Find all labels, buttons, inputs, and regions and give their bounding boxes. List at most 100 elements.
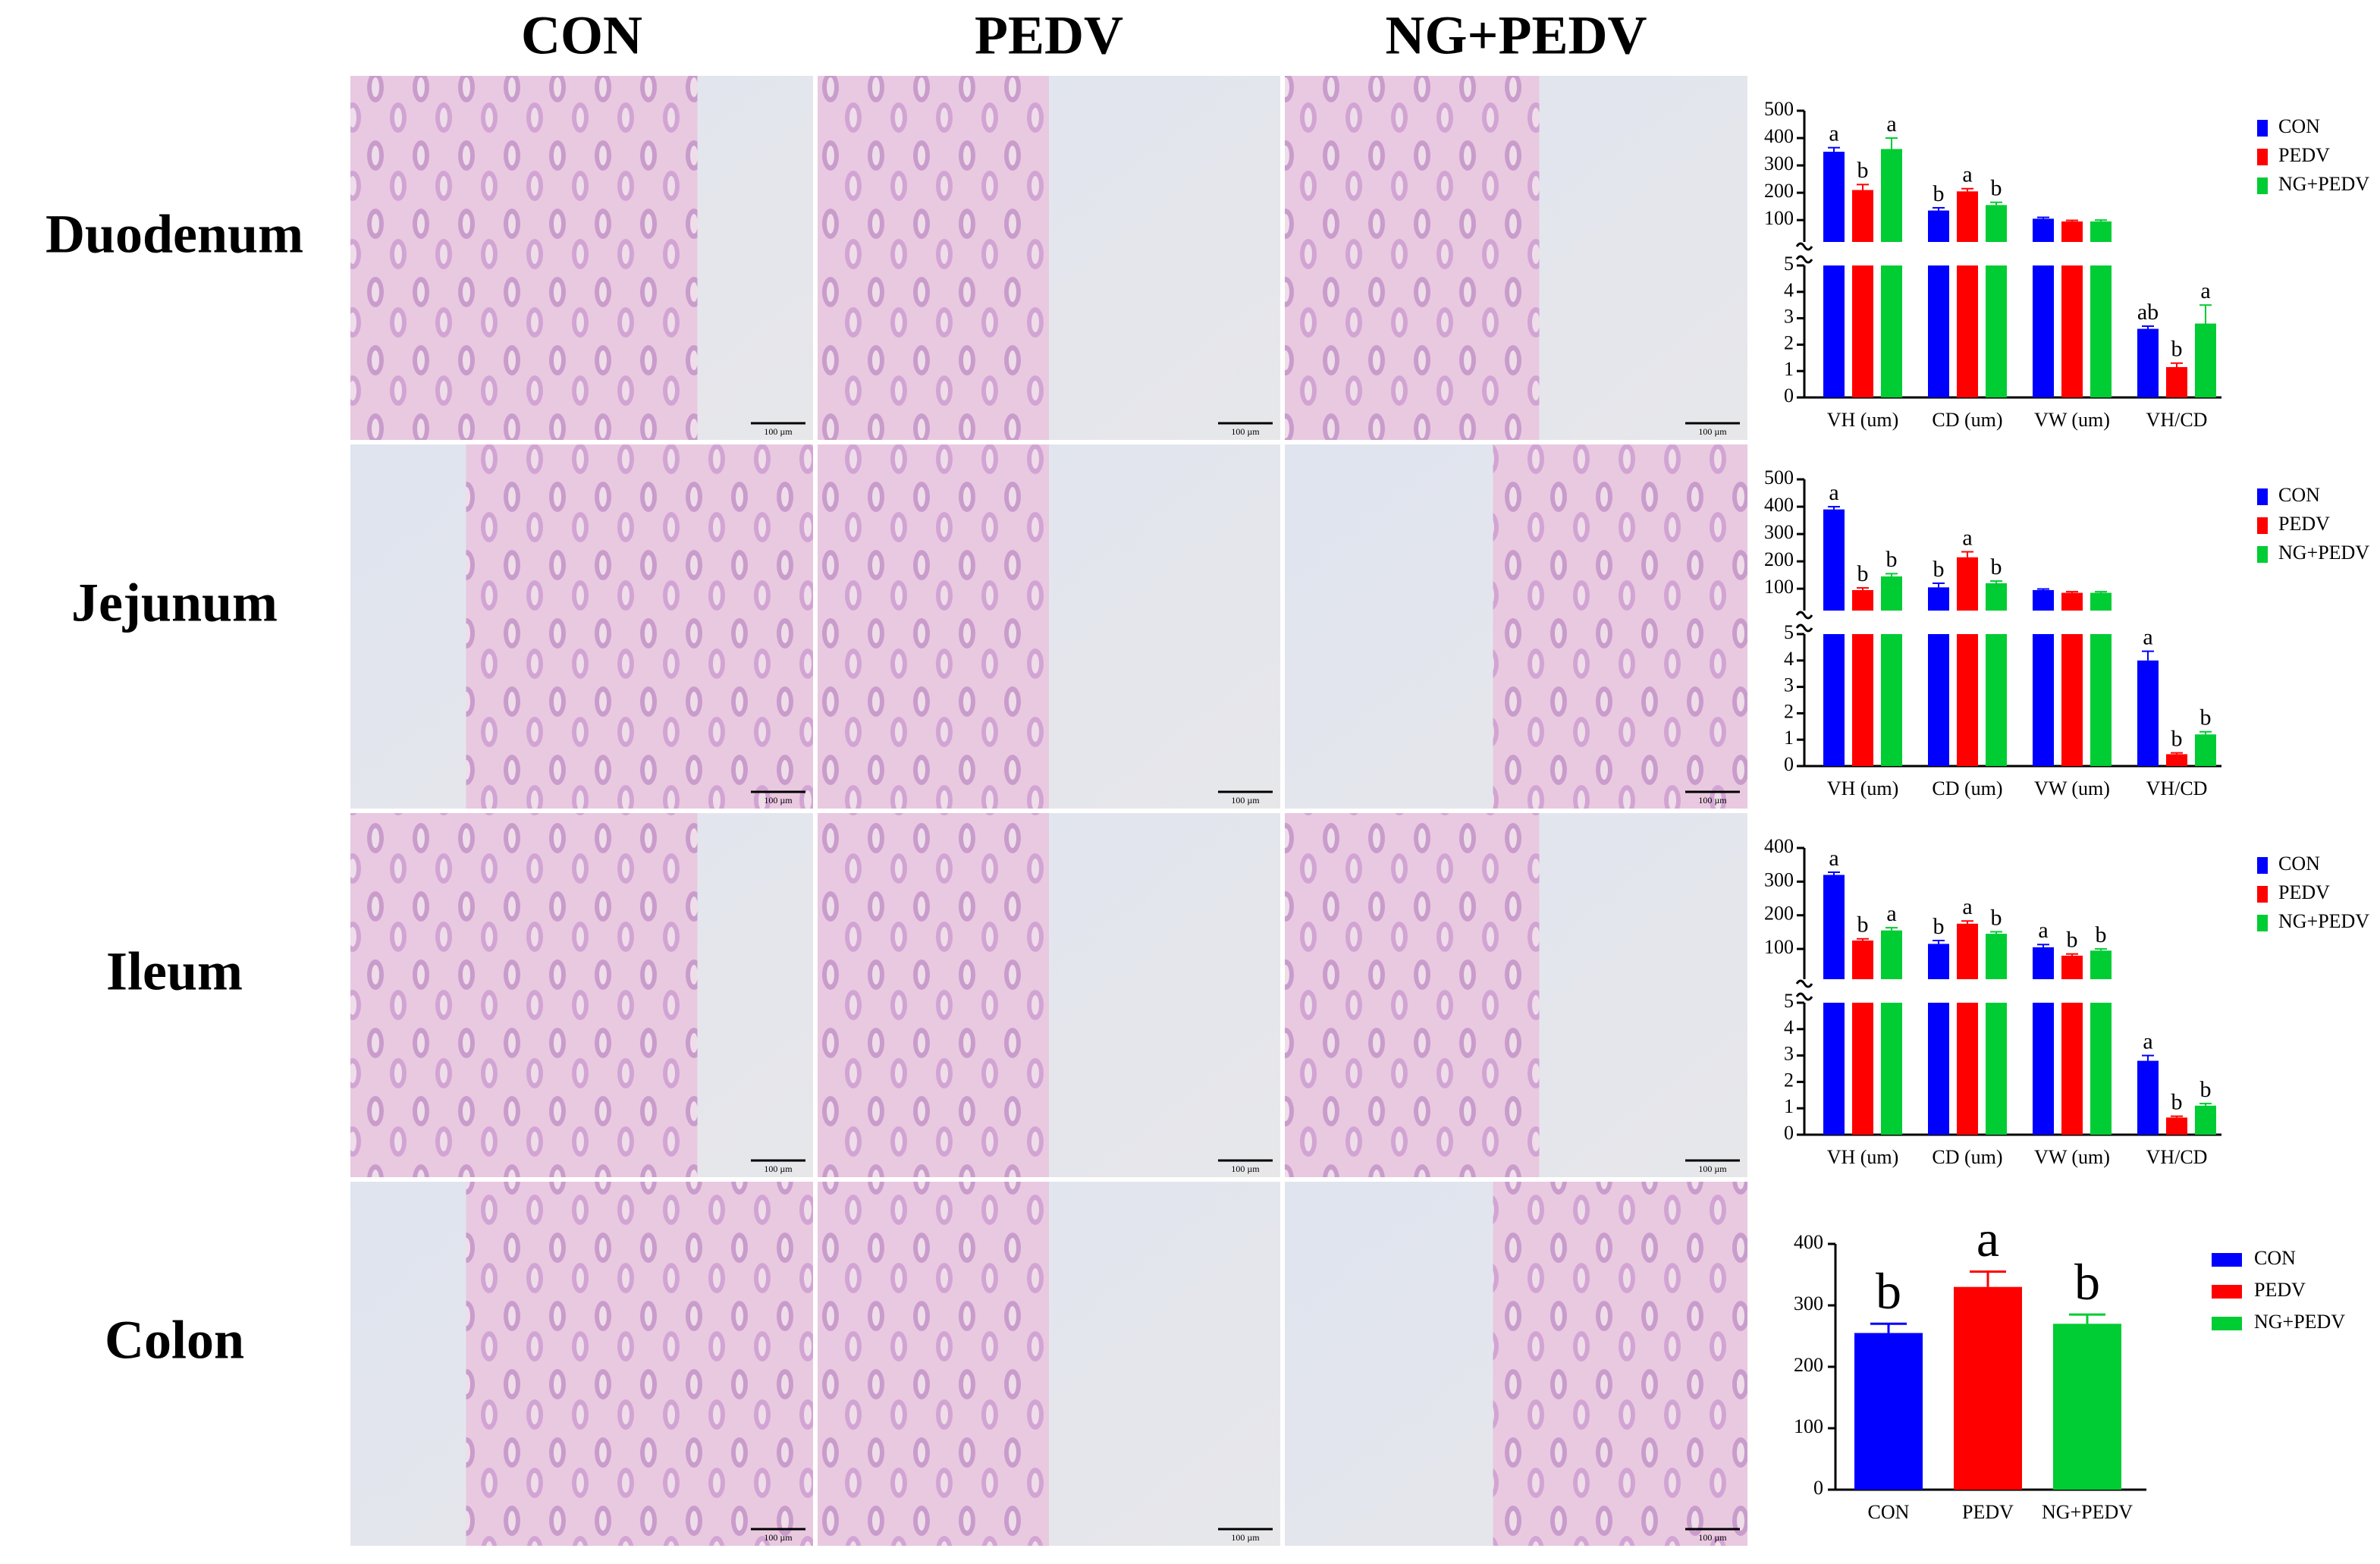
y-tick-label: 300 (1764, 521, 1794, 543)
y-tick-label: 400 (1764, 494, 1794, 516)
significance-letter: a (1829, 846, 1838, 871)
bar (1852, 1003, 1873, 1135)
scale-bar-label: 100 µm (1231, 426, 1260, 437)
significance-letter: b (1857, 158, 1869, 183)
y-tick-label: 0 (1813, 1477, 1823, 1499)
significance-letter: b (1991, 554, 2002, 579)
legend-swatch (2212, 1317, 2242, 1330)
x-tick-label: CD (um) (1932, 409, 2002, 431)
y-tick-label: 4 (1784, 1016, 1794, 1038)
legend-label: NG+PEDV (2254, 1311, 2345, 1333)
legend-label: CON (2278, 115, 2320, 137)
y-tick-label: 100 (1764, 207, 1794, 229)
bar (1852, 265, 1873, 397)
bar (2061, 1003, 2083, 1135)
bar (1928, 210, 1949, 242)
significance-letter: b (2074, 1253, 2100, 1311)
bar (2090, 592, 2112, 611)
bar (1823, 875, 1845, 979)
y-tick-label: 2 (1784, 331, 1794, 353)
significance-letter: b (1933, 557, 1945, 582)
bar (1986, 265, 2007, 397)
significance-letter: b (1857, 912, 1869, 937)
bar (1954, 1286, 2022, 1490)
bar (2166, 754, 2187, 766)
legend-label: CON (2278, 853, 2320, 875)
micrograph-tissue (818, 1182, 1049, 1546)
x-tick-label: VH (um) (1827, 777, 1899, 799)
scale-bar-label: 100 µm (1698, 1532, 1727, 1543)
y-tick-label: 300 (1764, 152, 1794, 174)
legend-swatch (2257, 857, 2268, 874)
row-label: Colon (105, 1310, 244, 1371)
bar (1928, 265, 1949, 397)
bar (2090, 265, 2112, 397)
legend-swatch (2257, 915, 2268, 931)
bar (1986, 1003, 2007, 1135)
legend-swatch (2212, 1253, 2242, 1267)
bar (2061, 221, 2083, 242)
x-tick-label: VW (um) (2034, 409, 2110, 431)
significance-letter: a (2038, 918, 2048, 943)
micrograph-tissue (350, 813, 698, 1177)
significance-letter: a (1962, 525, 1972, 550)
micrograph-tissue (1285, 813, 1540, 1177)
axis-break (1795, 979, 1813, 1001)
bar (1852, 190, 1873, 242)
legend-label: NG+PEDV (2278, 910, 2369, 932)
axis-break (1795, 611, 1813, 633)
significance-letter: b (1991, 176, 2002, 201)
legend-swatch (2257, 488, 2268, 505)
legend-swatch (2257, 546, 2268, 563)
y-tick-label: 5 (1784, 990, 1794, 1012)
significance-letter: b (2067, 928, 2078, 953)
micrograph-tissue (818, 444, 1049, 809)
significance-letter: b (2200, 705, 2212, 730)
bar (1986, 634, 2007, 766)
bar (2090, 1003, 2112, 1135)
y-tick-label: 400 (1794, 1231, 1823, 1253)
y-tick-label: 2 (1784, 700, 1794, 722)
x-tick-label: VH (um) (1827, 1146, 1899, 1168)
bar (1881, 265, 1902, 397)
scale-bar-label: 100 µm (1231, 1532, 1260, 1543)
scale-bar-label: 100 µm (1698, 795, 1727, 806)
bar (1957, 191, 1978, 242)
y-tick-label: 200 (1764, 903, 1794, 925)
bar (2061, 634, 2083, 766)
x-tick-label: NG+PEDV (2042, 1501, 2133, 1523)
y-tick-label: 3 (1784, 1043, 1794, 1065)
y-tick-label: 1 (1784, 358, 1794, 380)
y-tick-label: 2 (1784, 1069, 1794, 1091)
bar (1957, 634, 1978, 766)
scale-bar-label: 100 µm (764, 426, 793, 437)
legend-swatch (2257, 517, 2268, 534)
bar (2090, 634, 2112, 766)
legend-swatch (2257, 886, 2268, 903)
column-header: NG+PEDV (1385, 5, 1647, 66)
micrograph-tissue (1493, 1182, 1747, 1546)
significance-letter: b (1857, 561, 1869, 586)
bar (1881, 1003, 1902, 1135)
bar (1852, 940, 1873, 979)
significance-letter: b (1886, 547, 1898, 572)
bar (2166, 366, 2187, 397)
micrograph-tissue (466, 1182, 813, 1546)
y-tick-label: 3 (1784, 306, 1794, 328)
significance-letter: a (1962, 894, 1972, 919)
bar (2166, 1117, 2187, 1135)
bar (1928, 634, 1949, 766)
scale-bar-label: 100 µm (764, 795, 793, 806)
significance-letter: b (1991, 905, 2002, 930)
bar (1881, 930, 1902, 979)
y-tick-label: 1 (1784, 727, 1794, 749)
significance-letter: b (2171, 337, 2183, 362)
micrograph-tissue (466, 444, 813, 809)
x-tick-label: VW (um) (2034, 777, 2110, 799)
scale-bar-label: 100 µm (1231, 795, 1260, 806)
legend-label: PEDV (2254, 1279, 2306, 1301)
legend-label: CON (2278, 484, 2320, 506)
significance-letter: a (1886, 901, 1896, 926)
y-tick-label: 100 (1764, 936, 1794, 958)
